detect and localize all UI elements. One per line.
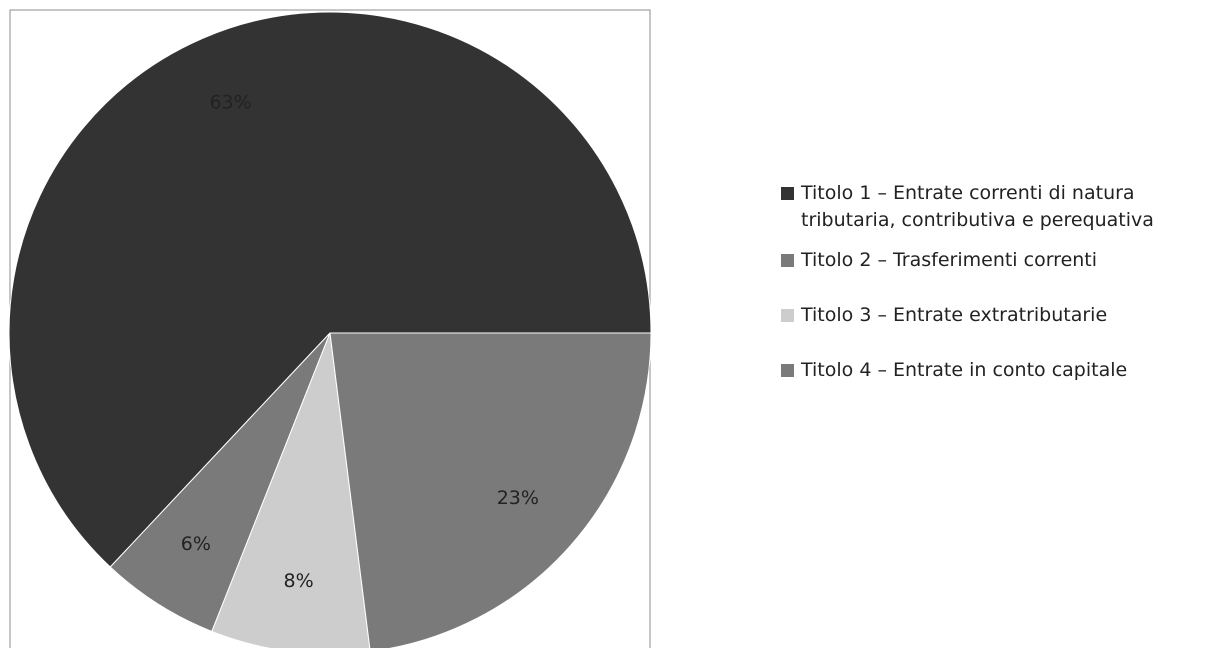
legend-swatch-4 <box>781 364 794 377</box>
pie-slice-3 <box>211 332 371 648</box>
pie-slice-1 <box>8 11 652 568</box>
legend-label-2: Titolo 2 – Trasferimenti correnti <box>801 249 1098 271</box>
legend-swatch-2 <box>781 254 794 267</box>
pie-slice-label-3: 8% <box>284 570 314 592</box>
legend-item-3: Titolo 3 – Entrate extratributarie <box>781 302 1206 329</box>
legend-item-4: Titolo 4 – Entrate in conto capitale <box>781 357 1206 384</box>
pie-slice-label-4: 23% <box>497 487 539 509</box>
legend-item-2: Titolo 2 – Trasferimenti correnti <box>781 247 1206 274</box>
legend-swatch-3 <box>781 309 794 322</box>
pie-data-labels: 63% 6% 8% 23% <box>181 92 539 592</box>
chart-legend: Titolo 1 – Entrate correnti di natura tr… <box>781 180 1206 384</box>
legend-label-1: Titolo 1 – Entrate correnti di natura tr… <box>801 182 1154 231</box>
legend-label-3: Titolo 3 – Entrate extratributarie <box>801 304 1108 326</box>
legend-swatch-1 <box>781 187 794 200</box>
pie-slice-label-1: 63% <box>209 92 251 114</box>
legend-item-1: Titolo 1 – Entrate correnti di natura tr… <box>781 180 1206 234</box>
pie-slices <box>8 11 652 648</box>
pie-slice-4 <box>329 332 652 648</box>
legend-label-4: Titolo 4 – Entrate in conto capitale <box>801 359 1128 381</box>
pie-slice-2 <box>109 332 331 633</box>
pie-slice-label-2: 6% <box>181 533 211 555</box>
